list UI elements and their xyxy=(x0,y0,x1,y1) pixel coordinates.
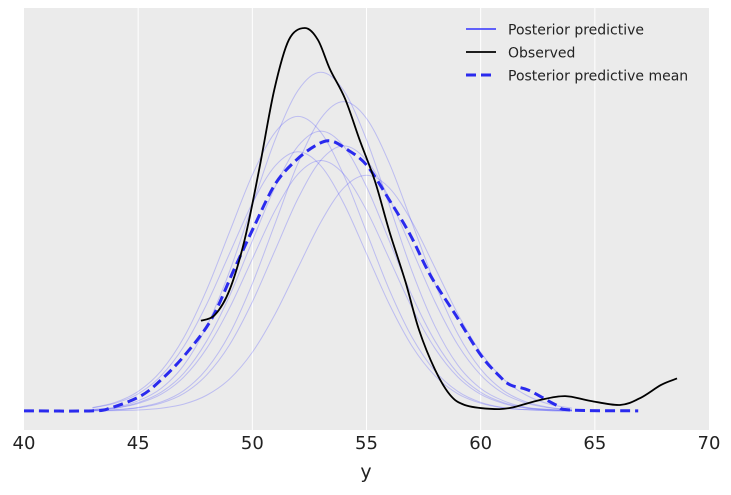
x-tick-label: 50 xyxy=(241,433,264,454)
posterior-predictive-sample-line xyxy=(92,160,573,412)
x-axis-label: y xyxy=(360,461,371,483)
legend-label-observed: Observed xyxy=(508,46,575,62)
x-tick-label: 45 xyxy=(127,433,150,454)
x-tick-label: 65 xyxy=(583,433,606,454)
legend: Posterior predictive Observed Posterior … xyxy=(466,23,688,85)
legend-label-mean: Posterior predictive mean xyxy=(508,69,688,85)
posterior-predictive-sample-line xyxy=(92,101,573,412)
posterior-predictive-sample-line xyxy=(92,151,573,412)
x-tick-labels: 40 45 50 55 60 65 70 xyxy=(13,433,721,454)
posterior-predictive-sample-line xyxy=(92,130,573,412)
posterior-predictive-sample-line xyxy=(92,145,573,412)
grid-lines xyxy=(137,8,596,430)
observed-line xyxy=(200,27,678,411)
x-tick-label: 55 xyxy=(355,433,378,454)
posterior-predictive-sample-line xyxy=(92,115,573,412)
legend-label-posterior-predictive: Posterior predictive xyxy=(508,23,644,39)
posterior-predictive-sample-line xyxy=(92,71,573,412)
x-tick-label: 60 xyxy=(469,433,492,454)
x-tick-label: 40 xyxy=(13,433,36,454)
x-tick-label: 70 xyxy=(698,433,721,454)
posterior-predictive-mean-line xyxy=(23,139,639,413)
